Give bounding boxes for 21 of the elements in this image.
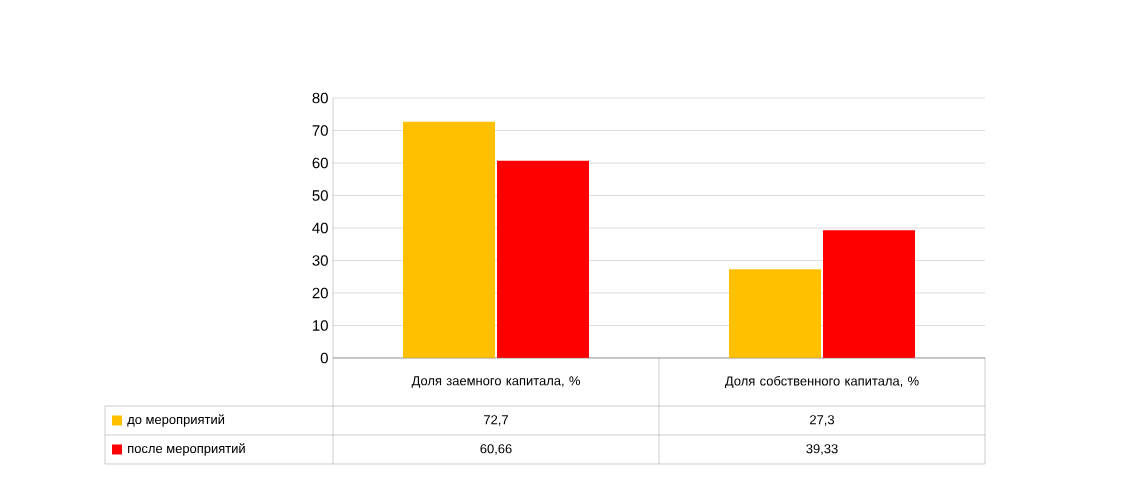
bar (403, 121, 496, 358)
y-tick-label: 10 (313, 320, 328, 331)
y-tick-label: 40 (312, 222, 328, 234)
data-label: 60,66 (480, 444, 512, 455)
legend-label: после мероприятий (128, 443, 245, 456)
y-tick-label: 60 (312, 157, 328, 169)
x-tick-label: Доля заемного капитала, % (411, 376, 580, 388)
legend-label: до мероприятий (127, 414, 225, 427)
y-tick-label: 20 (312, 287, 328, 299)
bar (497, 160, 590, 358)
data-label: 72,7 (484, 415, 508, 426)
x-tick-label: Доля собственного капитала, % (725, 375, 919, 389)
y-tick-label: 0 (320, 352, 328, 364)
data-label: 39,33 (806, 444, 838, 455)
y-tick-label: 50 (312, 190, 328, 201)
y-tick-label: 70 (312, 125, 328, 136)
bar (729, 269, 822, 358)
y-tick-label: 30 (312, 255, 328, 266)
bar (823, 230, 916, 358)
data-label: 27,3 (810, 415, 835, 426)
y-tick-label: 80 (312, 92, 328, 104)
